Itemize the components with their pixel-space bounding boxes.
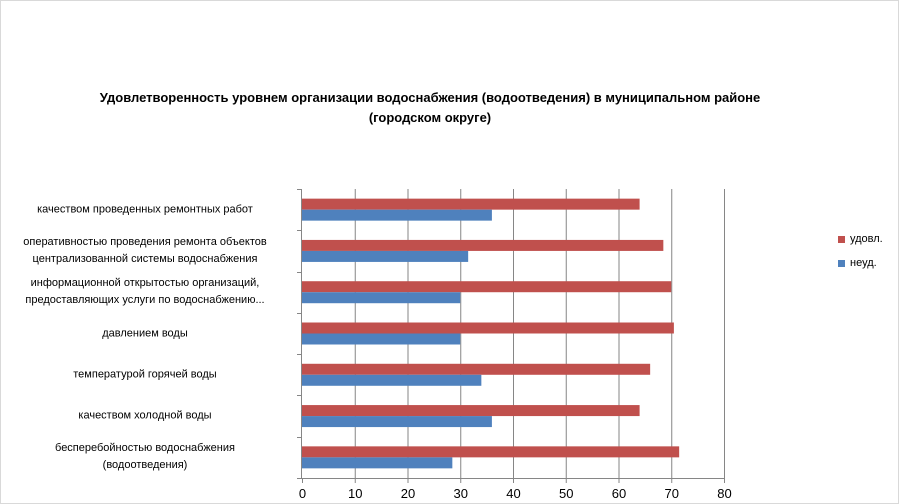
x-tick-label-20: 20 bbox=[401, 486, 415, 501]
chart-title-line-2: (городском округе) bbox=[368, 110, 492, 125]
category-label-line: давлением воды bbox=[102, 327, 188, 339]
category-label-line: централизованной системы водоснабжения bbox=[32, 252, 258, 265]
x-tick-label-70: 70 bbox=[665, 486, 679, 501]
chart-title-line-1: Удовлетворенность уровнем организации во… bbox=[99, 90, 761, 105]
legend-swatch-unsatisfied bbox=[838, 259, 845, 267]
bar-unsatisfied-1 bbox=[302, 250, 469, 262]
legend-label-satisfied: удовл. bbox=[850, 233, 883, 245]
legend-label-unsatisfied: неуд. bbox=[850, 257, 877, 269]
x-tick-label-60: 60 bbox=[612, 486, 626, 501]
legend-item-unsatisfied: неуд. bbox=[838, 257, 877, 269]
category-label-6: бесперебойностью водоснабжения (водоотвед… bbox=[0, 440, 290, 474]
bar-unsatisfied-6 bbox=[302, 457, 453, 469]
category-label-line: (водоотведения) bbox=[102, 459, 188, 472]
category-label-line: бесперебойностью водоснабжения bbox=[55, 442, 235, 455]
bar-satisfied-1 bbox=[302, 239, 664, 251]
category-label-line: предоставляющих услуги по водоснабжению.… bbox=[25, 294, 265, 307]
x-tick-label-50: 50 bbox=[559, 486, 573, 501]
bar-satisfied-0 bbox=[302, 198, 640, 210]
bar-satisfied-4 bbox=[302, 363, 651, 375]
category-label-line: качеством проведенных ремонтных работ bbox=[37, 203, 253, 216]
bar-unsatisfied-0 bbox=[302, 209, 492, 221]
chart-title: Удовлетворенность уровнем организации во… bbox=[95, 88, 765, 128]
legend-item-satisfied: удовл. bbox=[838, 233, 883, 245]
x-tick-label-0: 0 bbox=[299, 486, 306, 501]
category-label-line: информационной открытостью организаций, bbox=[30, 277, 260, 290]
category-label-line: оперативностью проведения ремонта объект… bbox=[23, 235, 267, 248]
legend-swatch-satisfied bbox=[838, 235, 845, 243]
x-tick-label-40: 40 bbox=[506, 486, 520, 501]
category-label-1: оперативностью проведения ремонта объект… bbox=[0, 234, 290, 268]
bar-unsatisfied-4 bbox=[302, 374, 482, 386]
category-label-3: давлением воды bbox=[0, 325, 290, 342]
bar-satisfied-3 bbox=[302, 322, 674, 334]
category-label-line: температурой горячей воды bbox=[73, 368, 217, 381]
bar-unsatisfied-5 bbox=[302, 416, 492, 428]
x-tick-label-80: 80 bbox=[717, 486, 731, 501]
category-label-2: информационной открытостью организаций, п… bbox=[0, 275, 290, 309]
category-label-4: температурой горячей воды bbox=[0, 366, 290, 383]
category-label-0: качеством проведенных ремонтных работ bbox=[0, 201, 290, 218]
category-label-line: качеством холодной воды bbox=[78, 409, 212, 422]
bar-unsatisfied-3 bbox=[302, 333, 461, 345]
bar-satisfied-6 bbox=[302, 446, 680, 458]
bar-satisfied-5 bbox=[302, 405, 640, 417]
x-tick-label-30: 30 bbox=[454, 486, 468, 501]
bar-unsatisfied-2 bbox=[302, 292, 461, 304]
bar-satisfied-2 bbox=[302, 281, 672, 293]
category-label-5: качеством холодной воды bbox=[0, 408, 290, 425]
x-tick-label-10: 10 bbox=[348, 486, 362, 501]
